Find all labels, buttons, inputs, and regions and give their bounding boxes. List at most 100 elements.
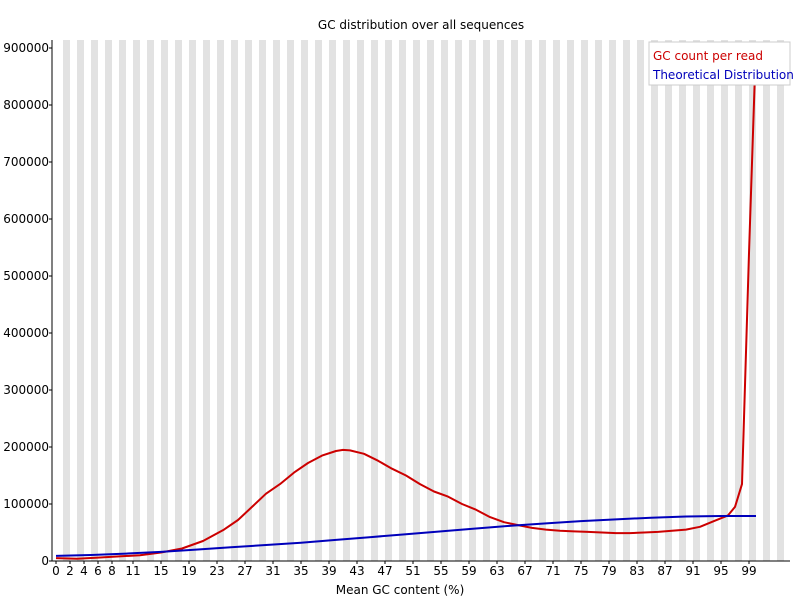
x-tick-label: 75 [573, 564, 588, 578]
y-tick-label: 400000 [3, 326, 49, 340]
y-tick-label: 600000 [3, 212, 49, 226]
plot-band [203, 40, 210, 561]
plot-band [119, 40, 126, 561]
plot-band [336, 40, 343, 561]
plot-band [224, 40, 231, 561]
x-tick-label: 6 [94, 564, 102, 578]
plot-band [672, 40, 679, 561]
plot-band [259, 40, 266, 561]
plot-band [238, 40, 245, 561]
x-tick-label: 83 [629, 564, 644, 578]
plot-band [595, 40, 602, 561]
plot-band [63, 40, 70, 561]
plot-band [525, 40, 532, 561]
plot-band [742, 40, 749, 561]
x-tick-label: 19 [181, 564, 196, 578]
y-tick-label: 200000 [3, 440, 49, 454]
x-tick-label: 27 [237, 564, 252, 578]
x-tick-label: 87 [657, 564, 672, 578]
plot-band [168, 40, 175, 561]
plot-band [364, 40, 371, 561]
x-tick-label: 79 [601, 564, 616, 578]
y-tick-label: 700000 [3, 155, 49, 169]
x-tick-label: 51 [405, 564, 420, 578]
x-tick-label: 8 [108, 564, 116, 578]
x-tick-label: 35 [293, 564, 308, 578]
plot-band [441, 40, 448, 561]
plot-band [294, 40, 301, 561]
plot-band [616, 40, 623, 561]
plot-band [700, 40, 707, 561]
plot-band [420, 40, 427, 561]
plot-band [707, 40, 714, 561]
plot-band [735, 40, 742, 561]
plot-band [77, 40, 84, 561]
plot-band [588, 40, 595, 561]
plot-band [511, 40, 518, 561]
plot-band [280, 40, 287, 561]
plot-band [140, 40, 147, 561]
plot-band [84, 40, 91, 561]
plot-band [329, 40, 336, 561]
plot-band [196, 40, 203, 561]
plot-band [469, 40, 476, 561]
plot-band [476, 40, 483, 561]
plot-band [322, 40, 329, 561]
gc-count-per-read-line [55, 42, 757, 560]
plot-band [112, 40, 119, 561]
x-tick-label: 31 [265, 564, 280, 578]
x-tick-label: 2 [66, 564, 74, 578]
legend-item-gc-count: GC count per read [653, 49, 763, 63]
plot-band [784, 40, 790, 561]
plot-band [217, 40, 224, 561]
plot-band [105, 40, 112, 561]
plot-band [161, 40, 168, 561]
plot-band [147, 40, 154, 561]
plot-band [98, 40, 105, 561]
theoretical-distribution-line [55, 515, 756, 557]
plot-band [231, 40, 238, 561]
series-lines [55, 42, 757, 560]
x-tick-label: 47 [377, 564, 392, 578]
plot-band [252, 40, 259, 561]
x-tick-label: 99 [741, 564, 756, 578]
chart-title: GC distribution over all sequences [318, 18, 524, 32]
plot-band [483, 40, 490, 561]
plot-band [770, 40, 777, 561]
plot-band [693, 40, 700, 561]
plot-band [714, 40, 721, 561]
x-axis-label: Mean GC content (%) [336, 583, 465, 597]
plot-band [371, 40, 378, 561]
x-tick-label: 43 [349, 564, 364, 578]
plot-band [406, 40, 413, 561]
plot-band [273, 40, 280, 561]
plot-band [651, 40, 658, 561]
plot-band [609, 40, 616, 561]
legend-item-theoretical: Theoretical Distribution [652, 68, 794, 82]
plot-band [546, 40, 553, 561]
plot-band [52, 40, 56, 561]
plot-band [756, 40, 763, 561]
plot-band [189, 40, 196, 561]
plot-band [399, 40, 406, 561]
plot-band [728, 40, 735, 561]
plot-band [357, 40, 364, 561]
plot-band [56, 40, 63, 561]
plot-band [91, 40, 98, 561]
plot-band [644, 40, 651, 561]
x-tick-label: 23 [209, 564, 224, 578]
plot-band [497, 40, 504, 561]
x-tick-label: 4 [80, 564, 88, 578]
plot-band [434, 40, 441, 561]
plot-band [126, 40, 133, 561]
plot-band [581, 40, 588, 561]
plot-band [630, 40, 637, 561]
plot-band [679, 40, 686, 561]
x-tick-label: 15 [153, 564, 168, 578]
plot-band [154, 40, 161, 561]
y-tick-label: 100000 [3, 497, 49, 511]
legend-box [648, 41, 791, 86]
plot-band [686, 40, 693, 561]
plot-band [721, 40, 728, 561]
